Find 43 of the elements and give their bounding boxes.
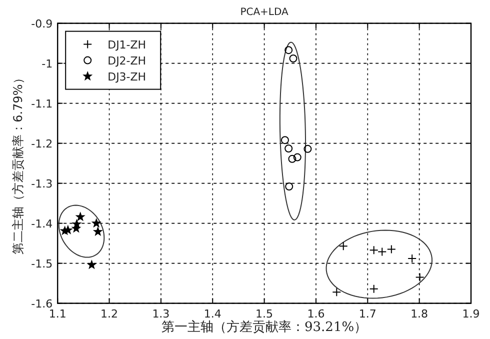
chart-title: PCA+LDA <box>240 7 289 18</box>
y-tick-label: -1.1 <box>31 97 53 110</box>
y-tick-label: -1.5 <box>31 257 53 270</box>
x-tick-label: 1.4 <box>204 307 222 320</box>
x-tick-label: 1.2 <box>100 307 118 320</box>
x-tick-label: 1.3 <box>152 307 170 320</box>
point <box>369 284 378 294</box>
point <box>408 254 417 263</box>
y-tick-label: -1.3 <box>31 177 53 190</box>
point <box>369 246 378 255</box>
point <box>72 219 82 228</box>
x-tick-label: 1.7 <box>358 307 376 320</box>
point <box>338 242 348 251</box>
point <box>332 288 342 297</box>
y-tick-label: -0.9 <box>31 17 53 30</box>
point <box>288 154 296 163</box>
legend-label: DJ2-ZH <box>108 54 146 68</box>
point <box>304 144 312 153</box>
point <box>415 272 424 282</box>
point <box>87 260 96 269</box>
x-axis-title: 第一主轴（方差贡献率：93.21%） <box>162 319 368 335</box>
point <box>280 136 289 144</box>
y-tick-label: -1.2 <box>31 137 53 150</box>
legend-label: DJ3-ZH <box>108 70 146 84</box>
point <box>93 227 102 236</box>
point <box>76 212 85 221</box>
y-axis-title: 第二主轴（方差贡献率：6.79%） <box>11 72 25 254</box>
point <box>284 46 293 54</box>
legend-label: DJ1-ZH <box>108 38 146 52</box>
x-tick-label: 1.8 <box>410 307 428 320</box>
point <box>293 153 302 162</box>
point <box>284 144 293 152</box>
point <box>92 218 101 228</box>
point <box>386 244 396 254</box>
point <box>378 247 387 256</box>
y-tick-label: -1 <box>42 57 53 70</box>
x-tick-label: 1.5 <box>256 307 274 320</box>
y-tick-label: -1.4 <box>31 217 53 230</box>
point <box>63 225 72 234</box>
x-tick-label: 1.6 <box>307 307 325 320</box>
point <box>289 54 298 62</box>
point <box>285 182 294 190</box>
x-tick-label: 1.9 <box>462 307 480 320</box>
